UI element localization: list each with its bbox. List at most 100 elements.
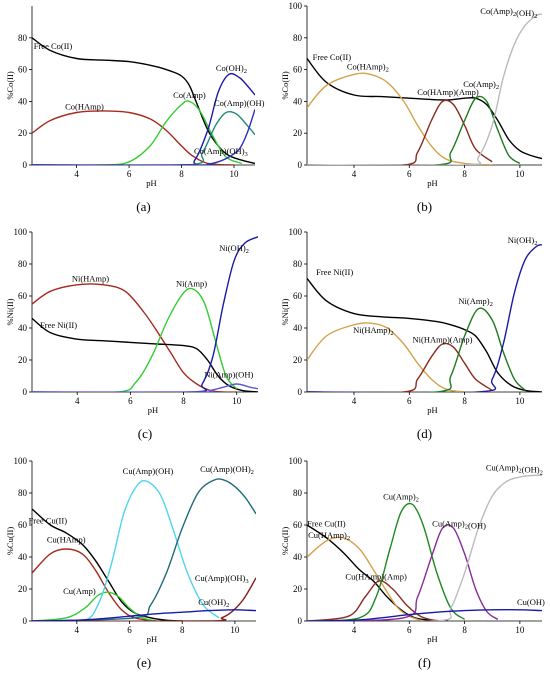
curves [32,478,256,621]
x-tick-label: 4 [74,169,79,179]
y-tick-label: 40 [18,323,28,333]
curve-label: Co(HAmp)2 [347,62,389,74]
curve-label: Co(HAmp)(Amp) [417,87,479,97]
y-tick-label: 20 [18,584,28,594]
curve-label: Free Co(II) [34,41,73,51]
panel-caption: (b) [417,199,432,214]
y-tick-label: 20 [293,584,303,594]
series-line-ni-hamp-2 [307,322,493,392]
y-tick-label: 80 [18,259,28,269]
x-tick-label: 6 [407,625,412,635]
y-tick-label: 80 [293,259,303,269]
x-tick-label: 10 [515,396,525,406]
y-tick-label: 80 [293,488,303,498]
curve-label: Ni(HAmp)2 [353,325,394,337]
curve-label: Cu(Amp)(OH)2 [200,464,254,476]
y-tick-label: 20 [18,355,28,365]
series-line-co-amp [32,100,243,165]
series-line-free-ni-ii [307,277,542,392]
curve-label: Cu(HAmp)(Amp) [345,571,407,581]
series-line-ni-oh-2 [32,236,258,392]
series-line-free-co-ii [307,58,542,160]
y-tick-label: 20 [18,128,28,138]
x-axis-title: pH [427,178,437,188]
curve-label: Co(Amp)2(OH)2 [480,6,537,20]
panel-caption: (a) [136,199,150,214]
y-tick-label: 0 [23,160,28,170]
series-line-cu-amp-2-oh-2 [307,474,542,621]
series-line-cu-amp-oh [32,479,220,621]
curve-label: Cu(Amp)2(OH) [432,519,486,531]
y-tick-label: 20 [293,355,303,365]
y-tick-label: 100 [289,1,303,11]
x-axis-title: pH [146,178,156,188]
x-tick-label: 8 [179,169,184,179]
series-line-ni-amp-oh [32,383,258,392]
series-line-ni-amp [32,287,238,392]
x-tick-label: 10 [230,169,240,179]
curve-label: Ni(Amp) [176,278,207,288]
curves [307,13,542,165]
y-tick-label: 80 [18,488,28,498]
curves [307,474,542,621]
y-tick-label: 40 [18,96,28,106]
series-line-ni-hamp-amp [307,342,493,392]
y-tick-label: 100 [14,227,28,237]
y-tick-label: 40 [293,96,303,106]
y-tick-label: 80 [293,33,303,43]
series-line-cu-oh-2 [32,609,256,621]
y-tick-label: 0 [23,616,28,626]
curve-label: Cu(OH)2 [198,597,229,609]
series-line-free-cu-ii [307,524,449,621]
curve-label: Ni(OH)2 [508,235,538,247]
curve-label: Co(Amp)(OH)3 [194,146,248,158]
curves [32,37,255,165]
y-tick-label: 40 [18,552,28,562]
curve-label: Co(Amp)2 [463,79,499,91]
series-line-cu-amp [32,591,157,621]
x-tick-label: 4 [352,169,357,179]
y-axis-title: %Co(II) [5,71,15,99]
x-axis-title: pH [147,634,157,644]
series-line-co-amp-2 [307,95,521,165]
curve-label: Co(HAmp) [65,101,104,111]
curve-label: Cu(Amp) [63,586,96,596]
curve-label: Ni(Amp)2 [458,296,492,308]
x-tick-label: 4 [352,625,357,635]
y-tick-label: 60 [293,65,303,75]
curve-label: Cu(Amp)(OH) [123,466,174,476]
x-tick-label: 10 [232,396,242,406]
y-tick-label: 100 [289,456,303,466]
curve-label: Ni(HAmp) [72,274,109,284]
curve-label: Free Co(II) [313,52,352,62]
curves [307,244,542,392]
x-tick-label: 8 [180,625,185,635]
x-tick-label: 6 [127,169,132,179]
series-line-co-hamp-amp [307,99,493,165]
x-axis-title: pH [427,634,437,644]
y-tick-label: 100 [14,456,28,466]
x-tick-label: 8 [462,169,467,179]
curve-label: Cu(OH) [517,597,545,607]
curve-label: Cu(HAmp) [47,535,86,545]
series-line-co-hamp-2 [307,72,493,165]
y-tick-label: 0 [298,160,303,170]
panel-c: 0 20 40 60 80 100 4 6 8 10 pH %Ni(II) Ni(OH)2 Ni(HAmp… [5,227,258,441]
curve-label: Ni(Amp)(OH) [204,370,253,380]
curve-label: Ni(OH)2 [219,243,249,255]
series-line-cu-amp-oh-3 [32,577,256,621]
series-line-ni-oh-2 [307,244,542,392]
y-tick-label: 20 [293,128,303,138]
panel-d: 0 20 40 60 80 100 4 6 8 10 pH %Ni(II) Free Ni(II) Ni(… [280,227,542,441]
series-line-free-cu-ii [32,508,183,621]
y-tick-label: 0 [298,616,303,626]
y-axis-title: %Cu(II) [5,527,15,555]
y-axis-title: %Cu(II) [280,527,290,555]
panel-e: 0 20 40 60 80 100 4 6 8 10 pH %Cu(II) Free Cu(II) Cu(… [5,456,256,670]
x-tick-label: 6 [128,396,133,406]
x-tick-label: 6 [407,169,412,179]
x-tick-label: 10 [515,169,525,179]
y-tick-label: 0 [23,387,28,397]
